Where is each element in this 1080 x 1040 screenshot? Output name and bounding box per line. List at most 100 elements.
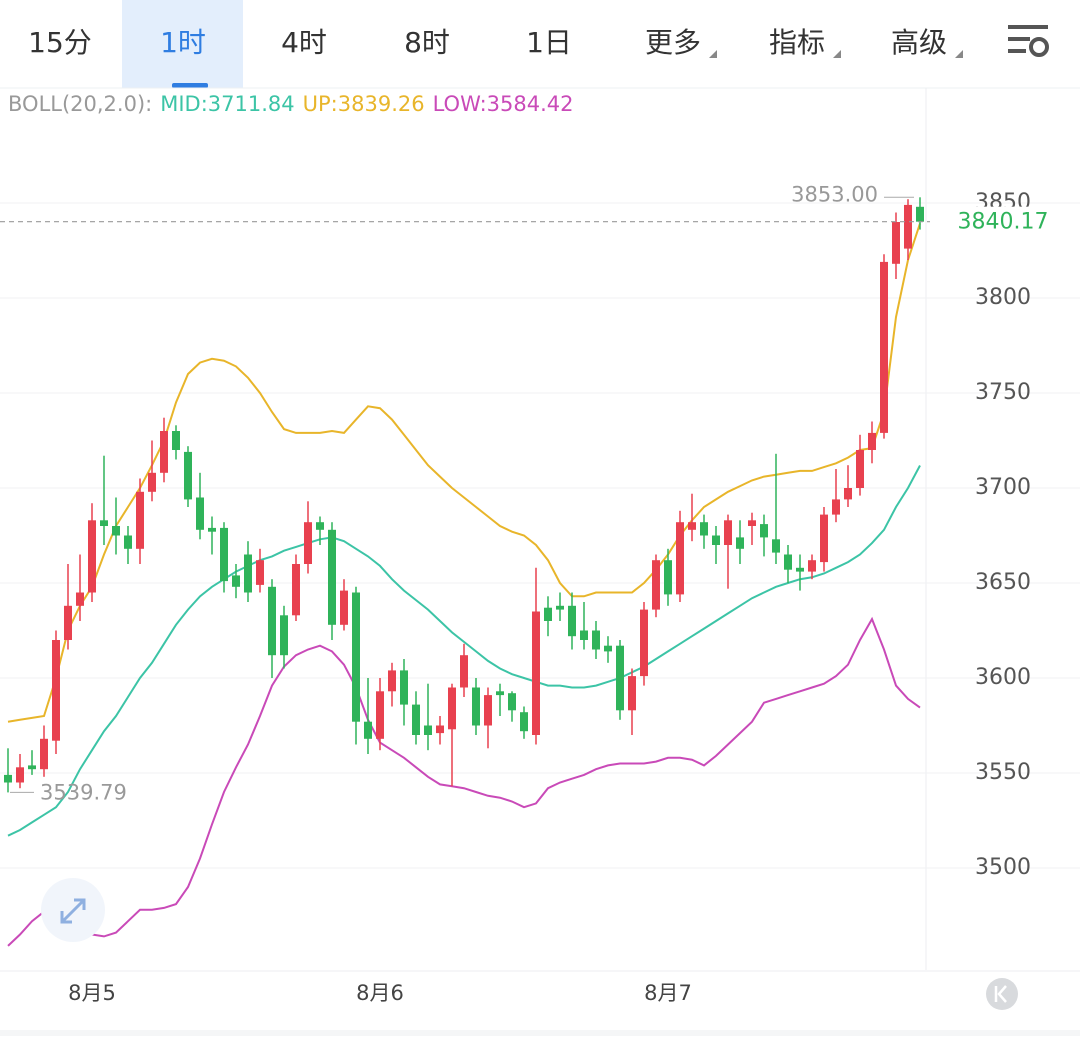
candle-body (232, 575, 240, 587)
candle-body (376, 691, 384, 739)
candle-body (652, 560, 660, 610)
candle-body (760, 524, 768, 538)
boll-line (7, 616, 921, 947)
candle-body (880, 261, 888, 433)
high-marker-label: 3853.00 (791, 182, 878, 206)
candle-body (88, 520, 96, 593)
y-tick-label: 3700 (975, 475, 1031, 500)
candle-body (160, 431, 168, 473)
candle-body (916, 206, 924, 222)
candle-body (4, 774, 12, 783)
last-price-label: 3840.17 (958, 210, 1049, 235)
y-tick-label: 3600 (975, 665, 1031, 690)
tab-label[interactable]: 4时 (281, 26, 327, 59)
candle-body (124, 535, 132, 549)
x-tick-label: 8月5 (68, 981, 116, 1005)
settings-icon[interactable] (1008, 25, 1049, 57)
candle-body (172, 431, 180, 450)
candle-body (724, 520, 732, 545)
candle-body (388, 670, 396, 692)
candle-body (328, 529, 336, 625)
tab-active-bg (122, 0, 243, 88)
candle-body (220, 527, 228, 582)
candle-body (532, 611, 540, 735)
y-tick-label: 3650 (975, 570, 1031, 595)
candle-body (28, 765, 36, 770)
candle-body (628, 676, 636, 711)
candle-body (112, 526, 120, 536)
indicator-legend: BOLL(20,2.0): MID:3711.84 UP:3839.26 LOW:35… (8, 92, 574, 116)
tab-label[interactable]: 高级 (891, 26, 947, 59)
candle-body (16, 767, 24, 783)
tab-label[interactable]: 15分 (28, 26, 92, 59)
candle-body (412, 704, 420, 735)
tab-label[interactable]: 8时 (404, 26, 450, 59)
candle-body (196, 497, 204, 530)
candle-body (604, 645, 612, 652)
candle-body (340, 590, 348, 625)
candle-body (748, 520, 756, 526)
tab-label[interactable]: 1时 (160, 26, 206, 59)
candle-body (52, 640, 60, 741)
legend-entry: UP:3839.26 (303, 92, 425, 116)
x-tick-label: 8月7 (644, 981, 692, 1005)
candle-body (184, 451, 192, 500)
candle-body (592, 630, 600, 650)
tab-label[interactable]: 指标 (769, 26, 825, 59)
candle-body (64, 605, 72, 640)
dropdown-caret (833, 50, 841, 58)
candle-body (484, 695, 492, 726)
candle-body (496, 691, 504, 696)
candle-body (868, 432, 876, 450)
candle-body (364, 721, 372, 739)
candle-body (436, 725, 444, 734)
bottom-edge (0, 1030, 1080, 1036)
candle-body (616, 645, 624, 711)
expand-button[interactable] (41, 878, 105, 942)
tab-label[interactable]: 1日 (526, 26, 572, 59)
candle-body (256, 560, 264, 585)
tab-bar: 15分 1时 4时 8时 1日 更多 指标 高级 (28, 0, 963, 88)
indicator-name: BOLL(20,2.0): (8, 92, 152, 116)
candle-body (316, 522, 324, 530)
candle-body (844, 488, 852, 500)
candle-body (904, 204, 912, 249)
dropdown-caret (709, 50, 717, 58)
candle-body (400, 670, 408, 705)
candle-body (280, 615, 288, 656)
scroll-latest-button[interactable] (986, 978, 1018, 1010)
tab-indicator (172, 83, 208, 88)
candle-body (424, 725, 432, 735)
candle-body (808, 560, 816, 572)
candle-body (244, 554, 252, 593)
candle-body (268, 586, 276, 656)
tab-label[interactable]: 更多 (645, 26, 701, 59)
candle-body (76, 592, 84, 606)
candle-body (148, 472, 156, 492)
candle-body (352, 592, 360, 722)
candle-body (568, 605, 576, 637)
candle-body (772, 539, 780, 553)
legend-entry: LOW:3584.42 (433, 92, 574, 116)
boll-line (7, 465, 921, 837)
candle-body (676, 522, 684, 595)
candle-body (664, 560, 672, 595)
y-tick-label: 3500 (975, 855, 1031, 880)
candle-body (208, 527, 216, 532)
y-tick-label: 3800 (975, 285, 1031, 310)
candle-body (508, 693, 516, 711)
candle-body (292, 564, 300, 616)
candle-body (832, 499, 840, 515)
candle-body (736, 537, 744, 549)
low-marker-label: 3539.79 (40, 780, 127, 804)
candle-body (820, 514, 828, 563)
candle-body (640, 609, 648, 677)
y-tick-label: 3550 (975, 760, 1031, 785)
candle-body (784, 554, 792, 570)
candle-body (136, 491, 144, 549)
dropdown-caret (955, 50, 963, 58)
